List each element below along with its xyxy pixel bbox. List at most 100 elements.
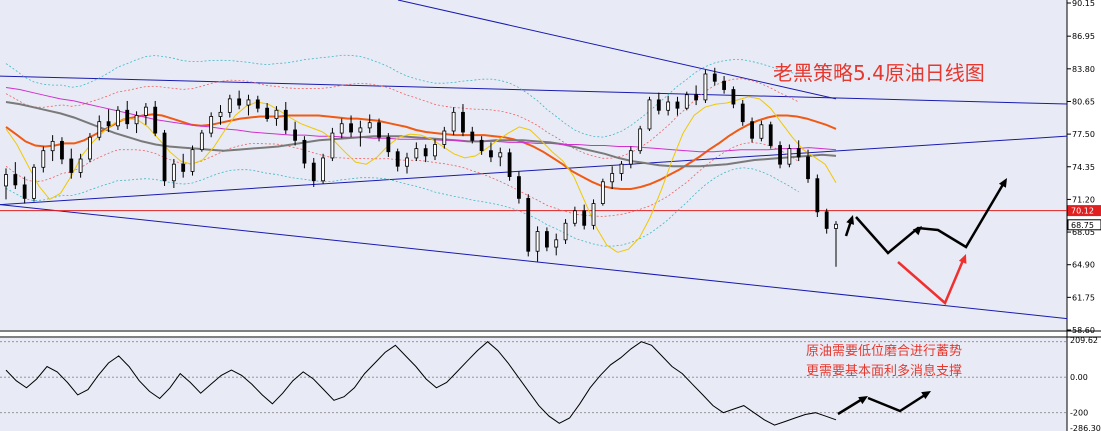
- candle-body: [722, 80, 726, 90]
- candle-body: [265, 107, 270, 119]
- y-tick-label: 58.60: [1072, 326, 1095, 335]
- upper-band-line: [5, 54, 799, 138]
- price-tag: [1067, 219, 1101, 231]
- main-panel-background: [0, 0, 1067, 330]
- projection-path: [855, 180, 1007, 255]
- osc-arrow-shaft: [837, 396, 865, 416]
- candle-body: [470, 131, 475, 141]
- y-tick-label: 61.75: [1072, 293, 1095, 302]
- candle-body: [88, 136, 92, 160]
- candle-body: [834, 223, 838, 229]
- candle-body: [274, 109, 279, 119]
- candle-body: [526, 197, 531, 252]
- candle-body: [367, 122, 372, 129]
- candle-body: [171, 163, 176, 182]
- arrow-head: [921, 391, 931, 400]
- candle-body: [143, 106, 148, 116]
- candle-body: [311, 162, 316, 182]
- candle-body: [731, 89, 736, 105]
- candle-body: [227, 98, 232, 113]
- candle-body: [666, 101, 671, 111]
- candle-body: [283, 109, 288, 131]
- oscillator-tick-label: -200: [1070, 409, 1088, 418]
- candle-body: [358, 127, 363, 133]
- candle-body: [162, 132, 167, 182]
- oscillator-layer: 209.62 0.00 -200 -286.30: [0, 336, 1101, 431]
- projection-arrows: [837, 178, 1007, 416]
- candle-body: [815, 178, 820, 213]
- candle-body: [69, 158, 74, 173]
- candle-body: [638, 128, 643, 152]
- candle-body: [740, 103, 745, 123]
- candle-body: [824, 211, 829, 229]
- candle-body: [423, 148, 428, 157]
- candle-body: [330, 132, 335, 159]
- candle-body: [768, 124, 773, 146]
- y-tick-label: 64.90: [1072, 261, 1095, 270]
- candle-body: [255, 99, 260, 109]
- y-tick-label: 77.50: [1072, 130, 1095, 139]
- candle-body: [13, 174, 18, 186]
- falling-support-line: [0, 204, 1068, 320]
- upper-channel-line: [397, 0, 837, 100]
- trend-lines: [0, 0, 1068, 320]
- upper-band-line: [5, 78, 799, 159]
- arrow-head: [958, 254, 967, 264]
- moving-average-line: [5, 87, 837, 153]
- candle-body: [50, 140, 55, 152]
- candle-body: [134, 115, 139, 125]
- candle-body: [377, 122, 381, 138]
- candle-body: [405, 157, 409, 167]
- y-tick-label: 83.80: [1072, 65, 1095, 74]
- resistance-line: [0, 75, 1068, 105]
- candle-body: [647, 99, 652, 130]
- arrow-head: [998, 178, 1007, 188]
- candle-body: [246, 99, 251, 106]
- candle-body: [433, 144, 437, 157]
- candle-body: [610, 173, 615, 183]
- lower-band-line: [5, 142, 799, 217]
- candle-body: [517, 176, 521, 199]
- y-tick-label: 68.05: [1072, 228, 1095, 237]
- candle-body: [498, 152, 503, 158]
- candle-body: [619, 163, 624, 174]
- candle-body: [563, 222, 568, 241]
- candle-body: [806, 156, 810, 180]
- annotation-line-2: 更需要基本面利多消息支撑: [806, 363, 962, 379]
- candle-body: [349, 123, 353, 133]
- candle-body: [321, 157, 325, 182]
- moving-average-line: [5, 101, 837, 168]
- candle-body: [414, 148, 419, 159]
- candle-body: [694, 94, 699, 101]
- candle-body: [479, 139, 484, 152]
- oscillator-line: [5, 341, 837, 426]
- candle-body: [582, 210, 587, 226]
- candle-body: [703, 73, 708, 101]
- lower-band-line: [5, 167, 799, 247]
- candle-body: [675, 101, 680, 109]
- candle-body: [591, 203, 596, 226]
- candle-body: [535, 231, 540, 252]
- candle-body: [218, 111, 223, 117]
- y-tick-label: 71.20: [1072, 195, 1095, 204]
- annotation-line-1: 原油需要低位磨合进行蓄势: [806, 343, 962, 359]
- candle-body: [106, 121, 111, 127]
- candle-body: [796, 148, 801, 158]
- y-tick-label: 80.65: [1072, 97, 1095, 106]
- candle-body: [209, 116, 214, 134]
- candle-body: [750, 121, 754, 139]
- candle-body: [554, 239, 559, 248]
- candle-body: [442, 130, 447, 145]
- candle-body: [787, 148, 792, 165]
- y-tick-label: 86.95: [1072, 32, 1095, 41]
- candle-body: [572, 210, 577, 224]
- candlestick-layer: [4, 67, 838, 267]
- candle-body: [489, 150, 493, 158]
- candle-body: [544, 231, 549, 248]
- candle-body: [32, 166, 36, 199]
- oscillator-tick-label: 0.00: [1070, 373, 1088, 382]
- candle-body: [778, 145, 782, 165]
